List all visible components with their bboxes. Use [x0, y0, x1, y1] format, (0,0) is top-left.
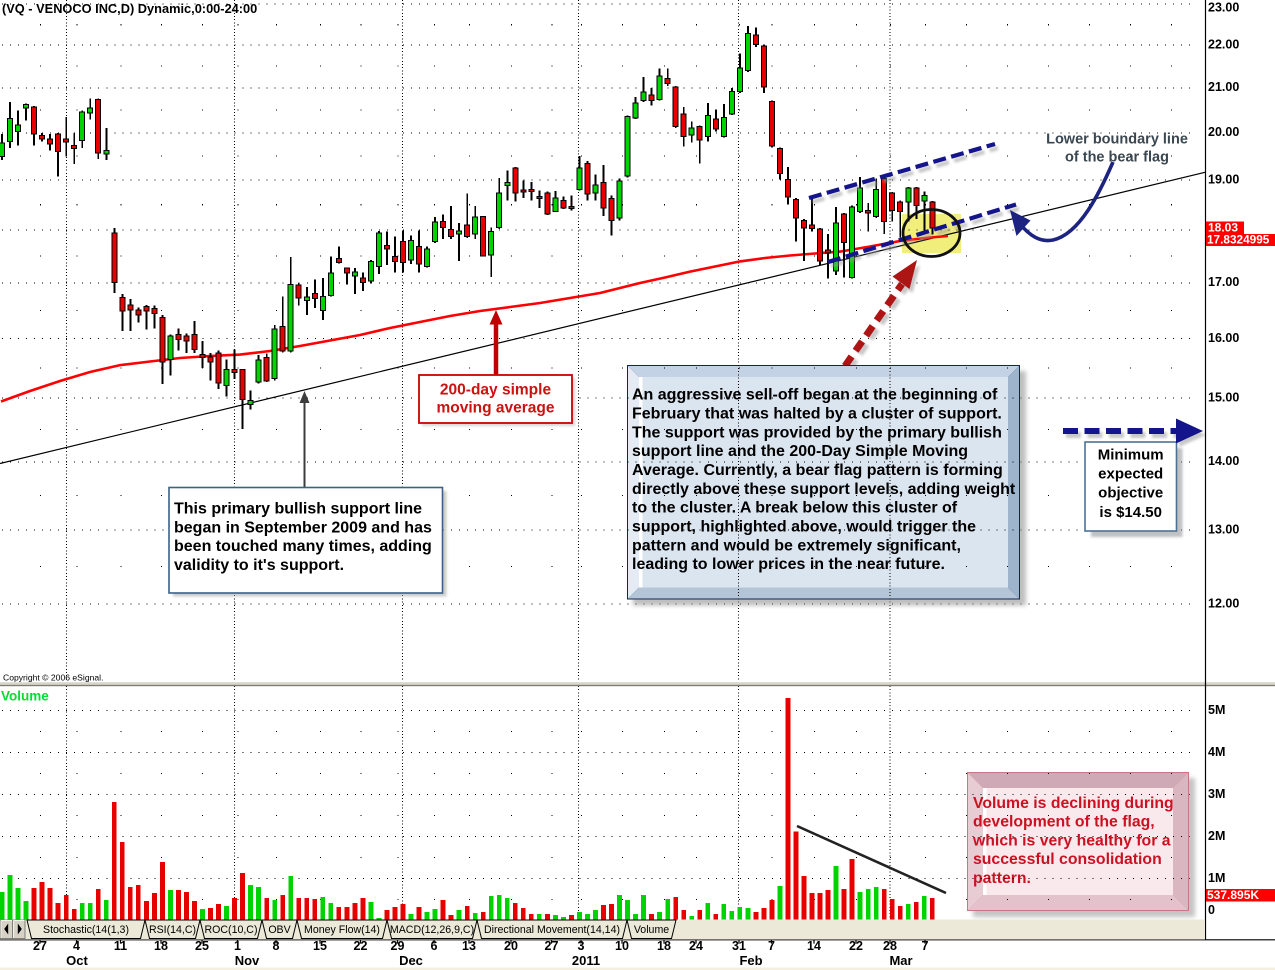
svg-text:17.8324995: 17.8324995 — [1207, 233, 1270, 247]
svg-text:29: 29 — [391, 939, 405, 953]
svg-text:14.00: 14.00 — [1208, 454, 1239, 468]
svg-text:Copyright © 2006 eSignal.: Copyright © 2006 eSignal. — [3, 672, 103, 682]
svg-text:directly above these support l: directly above these support levels, add… — [632, 481, 1016, 498]
svg-text:3: 3 — [578, 939, 585, 953]
svg-text:24: 24 — [689, 939, 703, 953]
svg-text:15.00: 15.00 — [1208, 390, 1239, 404]
svg-text:This primary bullish support l: This primary bullish support line — [174, 501, 422, 518]
svg-text:support, highlighted above, wo: support, highlighted above, would trigge… — [632, 519, 976, 536]
svg-text:been touched many times, addin: been touched many times, adding — [174, 538, 432, 555]
svg-text:Minimum: Minimum — [1098, 446, 1164, 463]
svg-text:27: 27 — [545, 939, 559, 953]
svg-text:February that was halted by a: February that was halted by a cluster of… — [632, 405, 1002, 422]
svg-text:15: 15 — [313, 939, 327, 953]
svg-text:21.00: 21.00 — [1208, 80, 1239, 94]
svg-text:leading to lower prices in the: leading to lower prices in the near futu… — [632, 556, 945, 573]
svg-text:(VQ - VENOCO INC,D) Dynamic,0:: (VQ - VENOCO INC,D) Dynamic,0:00-24:00 — [2, 1, 257, 16]
svg-text:8: 8 — [273, 939, 280, 953]
svg-text:200-day simple: 200-day simple — [440, 382, 552, 399]
svg-text:to the cluster. A break below: to the cluster. A break below this clust… — [632, 500, 958, 517]
svg-text:development of the flag,: development of the flag, — [973, 814, 1155, 831]
svg-text:MACD(12,26,9,C): MACD(12,26,9,C) — [390, 924, 474, 936]
svg-text:3M: 3M — [1208, 787, 1225, 801]
svg-text:23.00: 23.00 — [1208, 0, 1239, 14]
svg-text:10: 10 — [615, 939, 629, 953]
svg-text:of the bear flag: of the bear flag — [1065, 149, 1169, 165]
svg-text:Average. Currently, a bear fla: Average. Currently, a bear flag pattern … — [632, 462, 1003, 479]
svg-text:Stochastic(14(1,3): Stochastic(14(1,3) — [43, 924, 129, 936]
svg-text:began in September 2009 and ha: began in September 2009 and has — [174, 519, 432, 536]
svg-text:19.00: 19.00 — [1208, 172, 1239, 186]
svg-text:18: 18 — [657, 939, 671, 953]
svg-text:4M: 4M — [1208, 745, 1225, 759]
svg-text:6: 6 — [431, 939, 438, 953]
svg-text:2M: 2M — [1208, 829, 1225, 843]
svg-text:ROC(10,C): ROC(10,C) — [205, 924, 258, 936]
svg-text:28: 28 — [883, 939, 897, 953]
svg-text:22.00: 22.00 — [1208, 37, 1239, 51]
svg-text:Volume is declining during: Volume is declining during — [973, 795, 1174, 812]
svg-text:7: 7 — [922, 939, 929, 953]
svg-text:14: 14 — [807, 939, 821, 953]
svg-text:is $14.50: is $14.50 — [1099, 504, 1162, 521]
svg-text:0: 0 — [1208, 903, 1215, 917]
svg-text:27: 27 — [33, 939, 47, 953]
svg-text:7: 7 — [768, 939, 775, 953]
svg-text:Mar: Mar — [889, 953, 912, 968]
svg-text:20.00: 20.00 — [1208, 125, 1239, 139]
svg-text:Oct: Oct — [66, 953, 88, 968]
svg-text:22: 22 — [849, 939, 863, 953]
svg-text:OBV: OBV — [268, 924, 291, 936]
svg-text:16.00: 16.00 — [1208, 331, 1239, 345]
svg-text:moving average: moving average — [436, 400, 554, 417]
svg-text:pattern and would be extremely: pattern and would be extremely significa… — [632, 537, 961, 554]
svg-text:13.00: 13.00 — [1208, 522, 1239, 536]
svg-text:Volume: Volume — [1, 689, 49, 704]
svg-text:Feb: Feb — [739, 953, 762, 968]
svg-text:18.03: 18.03 — [1208, 220, 1238, 234]
svg-text:Volume: Volume — [634, 924, 669, 936]
svg-text:17.00: 17.00 — [1208, 275, 1239, 289]
svg-text:5M: 5M — [1208, 703, 1225, 717]
svg-text:successful consolidation: successful consolidation — [973, 851, 1162, 868]
svg-text:31: 31 — [732, 939, 746, 953]
svg-text:which is very healthy for a: which is very healthy for a — [972, 832, 1171, 849]
svg-text:22: 22 — [354, 939, 368, 953]
svg-text:12.00: 12.00 — [1208, 596, 1239, 610]
svg-text:18: 18 — [154, 939, 168, 953]
svg-text:pattern.: pattern. — [973, 870, 1031, 887]
svg-text:1: 1 — [234, 939, 241, 953]
svg-text:Lower boundary line: Lower boundary line — [1046, 131, 1188, 147]
svg-text:Directional Movement(14,14): Directional Movement(14,14) — [484, 924, 620, 936]
svg-text:Nov: Nov — [235, 953, 260, 968]
svg-text:An aggressive sell-off began a: An aggressive sell-off began at the begi… — [632, 387, 998, 404]
svg-text:Money Flow(14): Money Flow(14) — [304, 924, 380, 936]
svg-text:1M: 1M — [1208, 871, 1225, 885]
svg-text:support line and the 200-Day S: support line and the 200-Day Simple Movi… — [632, 443, 968, 460]
svg-text:4: 4 — [73, 939, 80, 953]
svg-text:11: 11 — [114, 939, 127, 953]
svg-text:validity to it's support.: validity to it's support. — [174, 557, 344, 574]
svg-text:13: 13 — [462, 939, 476, 953]
svg-text:RSI(14,C): RSI(14,C) — [149, 924, 196, 936]
svg-text:25: 25 — [195, 939, 209, 953]
svg-text:The support was provided by th: The support was provided by the primary … — [632, 424, 1002, 441]
svg-text:537.895K: 537.895K — [1207, 888, 1259, 902]
svg-text:expected: expected — [1098, 465, 1163, 482]
svg-text:2011: 2011 — [572, 953, 600, 968]
svg-text:objective: objective — [1098, 485, 1163, 502]
svg-text:20: 20 — [504, 939, 518, 953]
svg-text:Dec: Dec — [399, 953, 423, 968]
